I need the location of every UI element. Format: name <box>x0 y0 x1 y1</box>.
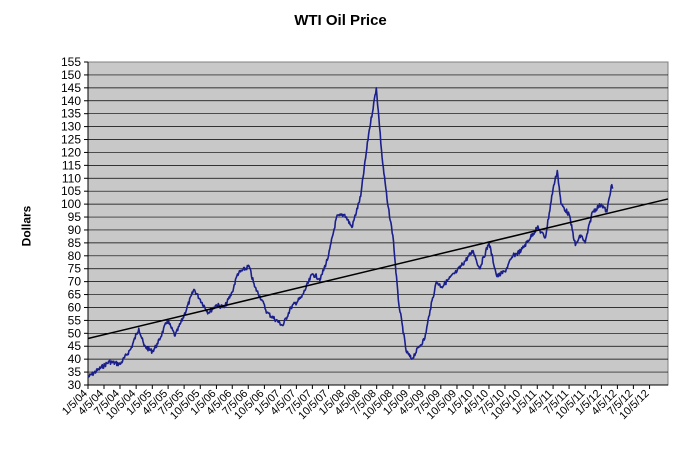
y-tick-label: 65 <box>68 288 82 302</box>
y-tick-label: 70 <box>68 275 82 289</box>
y-tick-label: 80 <box>68 249 82 263</box>
y-tick-label: 125 <box>61 133 81 147</box>
y-tick-label: 95 <box>68 210 82 224</box>
y-tick-label: 55 <box>68 313 82 327</box>
y-tick-label: 60 <box>68 300 82 314</box>
y-tick-label: 85 <box>68 236 82 250</box>
y-tick-label: 110 <box>62 171 81 185</box>
series-line-wti-price <box>87 87 614 378</box>
y-tick-label: 50 <box>68 326 82 340</box>
y-tick-label: 105 <box>61 184 81 198</box>
chart-title: WTI Oil Price <box>294 12 387 29</box>
y-tick-label: 155 <box>61 55 81 69</box>
y-tick-label: 120 <box>61 145 81 159</box>
y-tick-label: 130 <box>61 120 81 134</box>
y-tick-label: 135 <box>61 107 81 121</box>
trendline <box>87 198 669 340</box>
y-tick-label: 35 <box>68 365 82 379</box>
y-tick-label: 145 <box>61 81 81 95</box>
y-tick-label: 45 <box>68 339 82 353</box>
y-tick-label: 140 <box>61 94 81 108</box>
y-tick-label: 90 <box>68 223 82 237</box>
y-tick-label: 40 <box>68 352 82 366</box>
y-tick-label: 100 <box>61 197 81 211</box>
y-tick-label: 30 <box>68 378 82 392</box>
y-tick-label: 150 <box>61 68 81 82</box>
y-tick-label: 75 <box>68 262 82 276</box>
y-tick-label: 115 <box>62 158 81 172</box>
